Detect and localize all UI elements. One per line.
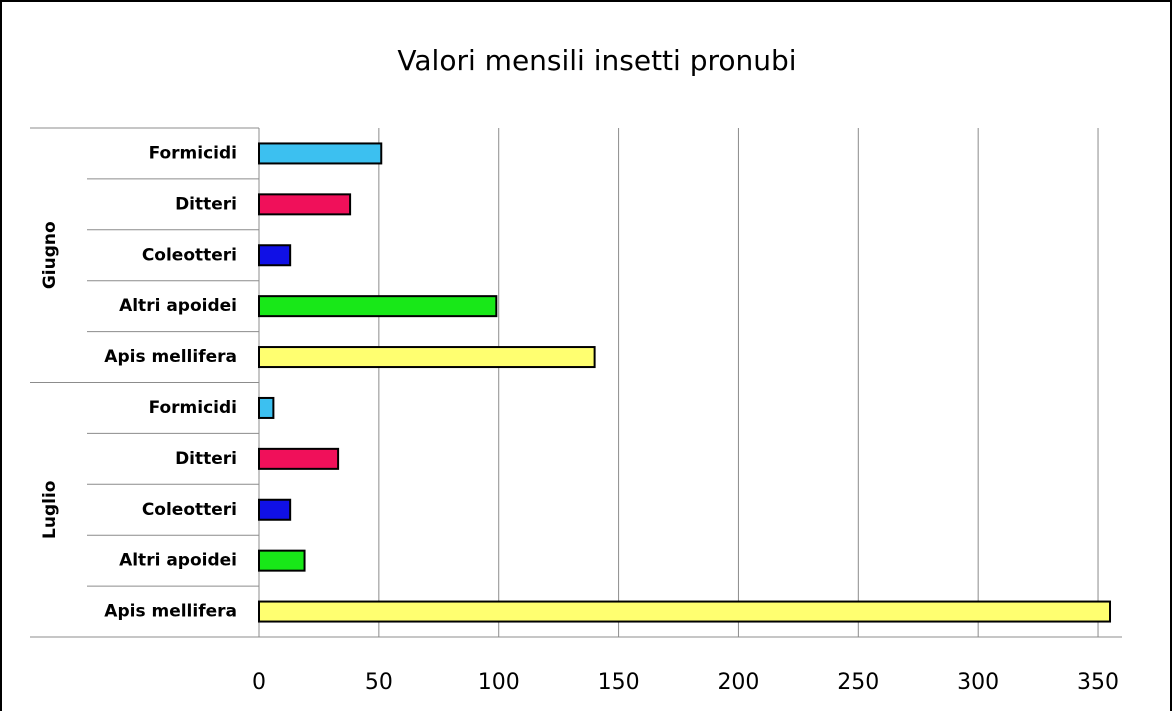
x-tick-label: 0 — [252, 670, 266, 695]
bar — [258, 447, 340, 470]
y-tick-label: Coleotteri — [142, 245, 237, 265]
bar — [258, 346, 596, 369]
bar — [258, 549, 306, 572]
y-tick-label: Apis mellifera — [104, 347, 237, 367]
bar — [258, 142, 383, 165]
x-tick-label: 300 — [957, 670, 999, 695]
bar — [258, 498, 292, 521]
x-tick-label: 200 — [717, 670, 759, 695]
y-tick-label: Coleotteri — [142, 500, 237, 520]
y-tick-label: Formicidi — [149, 143, 237, 163]
bar — [258, 193, 352, 216]
x-tick-label: 350 — [1077, 670, 1119, 695]
group-label: Luglio — [40, 481, 60, 539]
x-tick-label: 250 — [837, 670, 879, 695]
bar — [258, 295, 498, 318]
bar — [258, 600, 1112, 623]
y-tick-label: Ditteri — [175, 449, 237, 469]
chart-title: Valori mensili insetti pronubi — [397, 44, 796, 77]
bar — [258, 396, 275, 419]
y-tick-label: Ditteri — [175, 194, 237, 214]
x-tick-label: 50 — [365, 670, 393, 695]
bar — [258, 244, 292, 267]
y-tick-label: Formicidi — [149, 398, 237, 418]
y-tick-label: Altri apoidei — [119, 296, 237, 316]
y-tick-label: Altri apoidei — [119, 551, 237, 571]
y-tick-label: Apis mellifera — [104, 602, 237, 622]
group-label: Giugno — [40, 221, 60, 289]
x-tick-label: 100 — [478, 670, 520, 695]
x-tick-label: 150 — [598, 670, 640, 695]
